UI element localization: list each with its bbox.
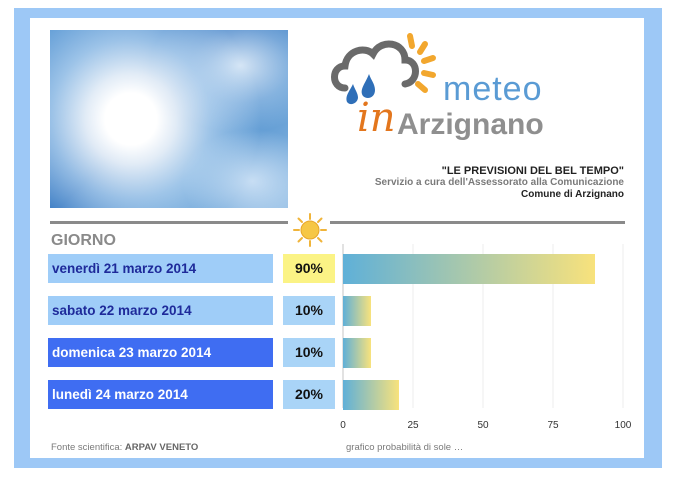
bar-3 <box>343 338 371 368</box>
source-label: Fonte scientifica: <box>51 442 125 453</box>
cloud-shape <box>331 40 419 92</box>
sun-rays <box>407 33 436 93</box>
source-credit: Fonte scientifica: ARPAV VENETO <box>51 442 198 453</box>
tick-label-75: 75 <box>547 420 559 431</box>
logo-town: Arzignano <box>397 108 544 141</box>
divider-right <box>330 221 625 224</box>
divider-left <box>50 221 288 224</box>
tick-label-100: 100 <box>615 420 632 431</box>
tick-label-0: 0 <box>340 420 346 431</box>
bar-4 <box>343 380 399 410</box>
column-heading: GIORNO <box>51 232 116 249</box>
bar-2 <box>343 296 371 326</box>
tick-label-25: 25 <box>407 420 419 431</box>
sky-photo <box>50 30 288 208</box>
sun-icon <box>293 213 327 247</box>
pct-value-3: 10% <box>283 338 335 367</box>
sun-probability-chart: 0 25 50 75 100 <box>340 244 632 431</box>
comune-text: Comune di Arzignano <box>521 189 624 200</box>
rain-drop-2 <box>346 84 358 105</box>
tagline: "LE PREVISIONI DEL BEL TEMPO" <box>441 165 624 177</box>
logo-in: in <box>357 95 396 141</box>
bar-1 <box>343 254 595 284</box>
day-label-4: lunedì 24 marzo 2014 <box>48 380 273 409</box>
cloud-rain-sun-icon <box>331 33 436 105</box>
day-label-1: venerdì 21 marzo 2014 <box>48 254 273 283</box>
chart-caption: grafico probabilità di sole … <box>346 442 464 453</box>
pct-value-4: 20% <box>283 380 335 409</box>
day-label-2: sabato 22 marzo 2014 <box>48 296 273 325</box>
tick-label-50: 50 <box>477 420 489 431</box>
service-text: Servizio a cura dell'Assessorato alla Co… <box>374 177 624 188</box>
pct-value-1: 90% <box>283 254 335 283</box>
day-label-3: domenica 23 marzo 2014 <box>48 338 273 367</box>
rain-drop-1 <box>361 74 375 98</box>
source-name: ARPAV VENETO <box>124 442 199 453</box>
pct-value-2: 10% <box>283 296 335 325</box>
logo-meteo: meteo <box>443 70 543 108</box>
